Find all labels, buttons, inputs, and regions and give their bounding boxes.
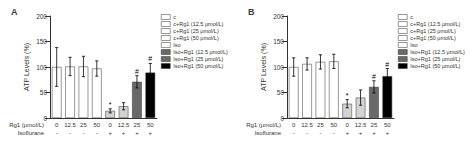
svg-text:25: 25 — [317, 122, 324, 128]
svg-text:12.5: 12.5 — [301, 122, 313, 128]
svg-text:-: - — [306, 130, 308, 136]
svg-text:50: 50 — [384, 122, 391, 128]
svg-text:+: + — [135, 130, 139, 136]
svg-text:150: 150 — [36, 38, 47, 45]
svg-text:100: 100 — [273, 64, 284, 71]
svg-text:c: c — [410, 14, 413, 20]
svg-text:Rg1 (μmol/L): Rg1 (μmol/L) — [246, 122, 281, 128]
svg-text:200: 200 — [273, 13, 284, 20]
svg-text:50: 50 — [40, 89, 48, 96]
svg-text:100: 100 — [36, 64, 47, 71]
svg-text:c+Rg1 (12.5 μmol/L): c+Rg1 (12.5 μmol/L) — [410, 21, 460, 27]
svg-text:-: - — [69, 130, 71, 136]
svg-text:0: 0 — [280, 115, 284, 122]
svg-text:12.5: 12.5 — [355, 122, 367, 128]
svg-text:-: - — [56, 130, 58, 136]
svg-text:Iso+Rg1 (50 μmol/L): Iso+Rg1 (50 μmol/L) — [410, 63, 460, 69]
svg-text:150: 150 — [273, 38, 284, 45]
svg-text:Rg1 (μmol/L): Rg1 (μmol/L) — [9, 122, 44, 128]
svg-text:Iso+Rg1 (25 μmol/L): Iso+Rg1 (25 μmol/L) — [410, 56, 460, 62]
svg-text:200: 200 — [36, 13, 47, 20]
svg-text:c+Rg1 (12.5 μmol/L): c+Rg1 (12.5 μmol/L) — [173, 21, 223, 27]
svg-text:Iso: Iso — [173, 42, 180, 48]
svg-text:#: # — [135, 68, 139, 75]
svg-text:ATP Levels (%): ATP Levels (%) — [23, 43, 31, 91]
svg-text:*: * — [346, 92, 349, 99]
svg-text:c+Rg1 (50 μmol/L): c+Rg1 (50 μmol/L) — [410, 35, 456, 41]
svg-text:-: - — [293, 130, 295, 136]
svg-text:Isoflurane: Isoflurane — [255, 130, 282, 136]
svg-text:#: # — [385, 61, 389, 68]
svg-text:0: 0 — [109, 122, 113, 128]
svg-text:Iso+Rg1 (12.5 μmol/L): Iso+Rg1 (12.5 μmol/L) — [173, 49, 228, 55]
svg-text:c: c — [173, 14, 176, 20]
svg-text:-: - — [319, 130, 321, 136]
svg-text:Iso+Rg1 (50 μmol/L): Iso+Rg1 (50 μmol/L) — [173, 63, 223, 69]
svg-text:*: * — [109, 101, 112, 108]
svg-text:+: + — [372, 130, 376, 136]
svg-text:ATP Levels (%): ATP Levels (%) — [260, 43, 268, 91]
svg-text:50: 50 — [330, 122, 337, 128]
svg-text:25: 25 — [371, 122, 378, 128]
svg-text:c+Rg1 (50 μmol/L): c+Rg1 (50 μmol/L) — [173, 35, 219, 41]
svg-text:+: + — [122, 130, 126, 136]
svg-text:-: - — [96, 130, 98, 136]
svg-text:A: A — [11, 7, 18, 17]
svg-text:50: 50 — [93, 122, 100, 128]
svg-text:50: 50 — [277, 89, 285, 96]
svg-text:c+Rg1 (25 μmol/L): c+Rg1 (25 μmol/L) — [173, 28, 219, 34]
svg-text:-: - — [333, 130, 335, 136]
svg-text:+: + — [386, 130, 390, 136]
svg-text:Isoflurane: Isoflurane — [18, 130, 45, 136]
svg-text:Iso: Iso — [410, 42, 417, 48]
svg-text:12.5: 12.5 — [118, 122, 130, 128]
svg-text:+: + — [108, 130, 112, 136]
svg-text:25: 25 — [134, 122, 141, 128]
svg-text:25: 25 — [80, 122, 87, 128]
svg-text:0: 0 — [55, 122, 59, 128]
svg-text:-: - — [82, 130, 84, 136]
svg-text:+: + — [359, 130, 363, 136]
svg-text:Iso+Rg1 (25 μmol/L): Iso+Rg1 (25 μmol/L) — [173, 56, 223, 62]
svg-text:0: 0 — [292, 122, 296, 128]
svg-text:+: + — [345, 130, 349, 136]
svg-text:c+Rg1 (25 μmol/L): c+Rg1 (25 μmol/L) — [410, 28, 456, 34]
svg-text:0: 0 — [43, 115, 47, 122]
svg-text:#: # — [148, 55, 152, 62]
svg-text:+: + — [149, 130, 153, 136]
svg-text:0: 0 — [346, 122, 350, 128]
svg-text:Iso+Rg1 (12.5 μmol/L): Iso+Rg1 (12.5 μmol/L) — [410, 49, 465, 55]
svg-text:50: 50 — [147, 122, 154, 128]
svg-text:B: B — [248, 7, 255, 17]
svg-text:12.5: 12.5 — [64, 122, 76, 128]
svg-text:#: # — [372, 73, 376, 80]
